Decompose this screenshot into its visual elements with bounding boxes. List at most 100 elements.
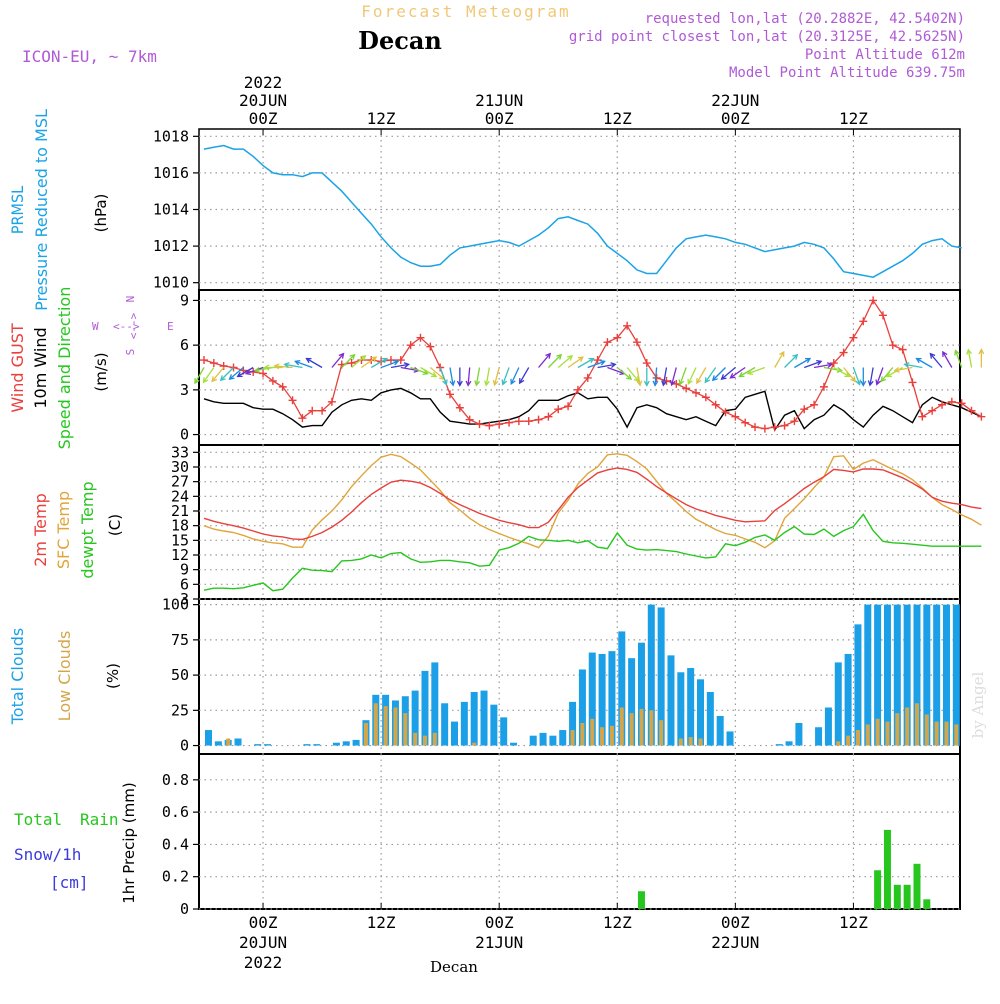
wind-direction-arrow xyxy=(616,367,633,380)
wind-arrow-head xyxy=(456,380,463,387)
time-label-top: 12Z xyxy=(603,109,632,128)
wind-arrow-shaft xyxy=(380,360,399,369)
wind-arrow-head xyxy=(678,379,685,386)
wind-gust-marker xyxy=(878,311,887,320)
model-altitude: Model Point Altitude 639.75m xyxy=(729,65,965,81)
temp-side-labels: 2m Temp SFC Temp dewpt Temp (C) xyxy=(31,481,124,578)
wind-arrow-head xyxy=(465,380,472,387)
location-title: Decan xyxy=(358,26,442,55)
low-cloud-bar xyxy=(226,738,231,746)
y-tick-label: 1012 xyxy=(153,237,189,255)
total-label: Total xyxy=(14,810,62,829)
wind-direction-arrow xyxy=(194,367,205,385)
wind-direction-arrow xyxy=(484,367,491,387)
time-label-top: 20JUN xyxy=(239,91,287,110)
wind-gust-marker xyxy=(219,362,228,371)
wind-gust-marker xyxy=(692,388,700,397)
total-cloud-bar xyxy=(687,668,695,746)
total-cloud-bar xyxy=(903,604,911,746)
wind-arrow-head xyxy=(392,359,400,366)
wind-gust-marker xyxy=(505,418,514,427)
wind-arrow-shaft xyxy=(784,354,798,368)
total-cloud-bar xyxy=(834,662,842,746)
wind-direction-arrow xyxy=(942,350,953,368)
total-cloud-bar xyxy=(697,679,704,746)
wind-gust-marker xyxy=(564,402,573,411)
total-cloud-bar xyxy=(893,604,901,746)
wind-arrow-shaft xyxy=(774,351,785,368)
wind-arrow-shaft xyxy=(557,355,573,368)
low-cloud-bar xyxy=(413,732,418,746)
compass-e: E xyxy=(167,320,174,333)
wind-gust-marker xyxy=(200,356,208,365)
wind-arrow-head xyxy=(746,369,754,376)
wind-gust-marker xyxy=(800,405,809,414)
wind-arrow-shaft xyxy=(880,367,894,382)
wind-direction-arrow xyxy=(439,367,448,386)
total-cloud-bar xyxy=(441,703,449,746)
wind-arrow-head xyxy=(492,379,499,387)
wind-direction-arrow xyxy=(696,367,707,385)
low-cloud-bar xyxy=(934,721,939,746)
wind-gust-marker xyxy=(209,359,218,368)
total-cloud-bar xyxy=(677,672,685,746)
wind-direction-arrow xyxy=(852,367,861,386)
wind-arrow-head xyxy=(244,369,252,376)
wind-direction-arrow xyxy=(305,357,323,369)
wind-direction-arrow xyxy=(636,367,643,387)
total-cloud-bar xyxy=(667,655,675,746)
wind-direction-arrow xyxy=(465,367,472,387)
wind-arrow-shaft xyxy=(467,367,471,386)
time-label-top: 00Z xyxy=(485,109,514,128)
wind-direction-arrow xyxy=(626,367,640,383)
low-cloud-bar xyxy=(609,725,614,746)
total-cloud-bar xyxy=(421,670,429,746)
total-cloud-bar xyxy=(559,730,567,746)
total-cloud-bar xyxy=(214,741,222,746)
wind-gust-marker xyxy=(465,415,474,424)
total-cloud-bar xyxy=(598,653,606,746)
pressure-unit: (hPa) xyxy=(92,194,110,233)
total-cloud-bar xyxy=(578,669,586,746)
y-tick-label: 50 xyxy=(171,666,189,684)
wind-arrow-shaft xyxy=(626,367,640,382)
y-tick-label: 9 xyxy=(180,291,189,309)
requested-coords: requested lon,lat (20.2882E, 42.5402N) xyxy=(645,11,965,27)
wind-arrow-shaft xyxy=(420,366,437,378)
wind-direction-arrow xyxy=(704,367,717,384)
wind-direction-arrow xyxy=(567,356,584,369)
wind-gust-marker xyxy=(770,423,779,432)
precip-side-labels: Total Rain Snow/1h [cm] 1hr Precip (mm) xyxy=(14,782,138,903)
wind-arrow-shaft xyxy=(220,367,234,381)
wind-gust-marker xyxy=(603,338,612,347)
wind-direction-arrow xyxy=(219,367,234,382)
y-tick-label: 0 xyxy=(180,737,189,755)
y-tick-label: 0.8 xyxy=(162,771,189,789)
wind-gust-marker xyxy=(682,384,691,393)
wind-gust-marker xyxy=(701,393,710,402)
wind-direction-arrow xyxy=(729,366,746,379)
total-cloud-bar xyxy=(726,731,734,746)
wind-gust-marker xyxy=(888,341,897,350)
wind-arrow-shaft xyxy=(833,366,850,378)
wind-arrow-shaft xyxy=(295,360,313,369)
y-tick-label: 0.2 xyxy=(162,868,189,886)
wind-arrow-shaft xyxy=(813,363,832,369)
wind-arrow-shaft xyxy=(869,367,874,386)
wind-arrow-shaft xyxy=(284,363,303,369)
wind-arrow-shaft xyxy=(493,367,500,386)
wind-arrow-head xyxy=(652,380,659,387)
wind-dir-label: Speed and Direction xyxy=(55,287,74,450)
wind-arrow-head xyxy=(442,379,448,386)
wind-arrow-head xyxy=(474,380,481,387)
pressure-side-labels: PRMSL Pressure Reduced to MSL (hPa) xyxy=(8,109,110,311)
precip-panel-frame xyxy=(198,753,961,910)
wind-direction-arrow xyxy=(652,367,659,387)
wind-direction-arrow xyxy=(738,366,756,378)
wind-gust-marker xyxy=(406,341,415,350)
total-cloud-bar xyxy=(608,651,616,746)
wind-arrow-head xyxy=(556,353,563,360)
wind-gust-marker xyxy=(859,317,868,326)
wind-gust-marker xyxy=(819,382,828,391)
total-cloud-bar xyxy=(205,730,212,746)
